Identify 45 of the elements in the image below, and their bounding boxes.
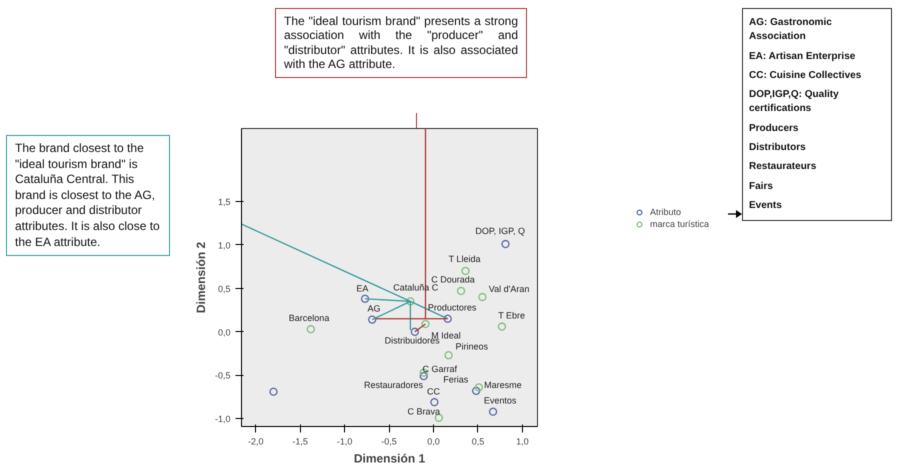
annotation: C Brava (407, 406, 440, 417)
legend-label: marca turística (650, 218, 710, 230)
annotation: Eventos (484, 395, 517, 406)
annotation: AG (367, 303, 380, 314)
annotation: Ferias (443, 374, 469, 385)
x-tick-label: 1,0 (516, 436, 529, 446)
y-tick-label: -1,0 (214, 414, 231, 424)
text: AG: Gastronomic Association (749, 16, 833, 44)
x-tick-label: -1,0 (336, 436, 352, 446)
x-tick-label: 0,5 (472, 436, 484, 446)
annotation: EA (356, 283, 368, 294)
annotation: Val d'Aran (488, 284, 530, 294)
annotation: C Dourada (431, 274, 475, 285)
y-tick-label: 0,0 (218, 327, 231, 338)
annotation: Productores (428, 302, 477, 312)
x-tick-label: -1,5 (292, 436, 308, 446)
x-tick-label: -0,5 (381, 436, 397, 446)
annotation: T Ebre (498, 310, 526, 320)
annotation: Maresme (484, 380, 522, 390)
annotation: C Garraf (422, 364, 458, 374)
text: CC: Cuisine Collectives (749, 68, 862, 83)
text: DOP,IGP,Q: Quality certifications (749, 88, 840, 116)
text: The "ideal tourism brand" presents a strong association with the "producer" and "distributor" attributes. It is also associated with the AG attribute. (275, 8, 527, 78)
annotation: Barcelona (288, 312, 330, 323)
text: The brand closest to the "ideal tourism brand" is Cataluña Central. This brand is closest to the AG, producer and distributor attributes. It is also close to the EA attribute. (6, 135, 170, 256)
text: EA: Artisan Enterprise (749, 50, 856, 64)
text: Restaurateurs (749, 160, 818, 174)
annotation: T Lleida (448, 254, 480, 264)
y-tick-label: -0,5 (214, 370, 231, 381)
y-tick-label: 1,5 (218, 196, 231, 207)
annotation: CC (427, 386, 440, 397)
y-axis-title: Dimensión 2 (194, 242, 208, 314)
y-tick-label: 0,5 (218, 284, 231, 294)
y-tick-label: 1,0 (218, 240, 231, 250)
x-tick-label: -2,0 (248, 436, 264, 446)
text: Fairs (749, 180, 774, 194)
x-axis-title: Dimensión 1 (354, 452, 426, 466)
annotation: Pirineos (455, 342, 488, 352)
legend-label: Atributo (650, 206, 682, 218)
annotation: Restauradores (364, 380, 424, 390)
x-tick-label: 0,0 (427, 436, 440, 446)
text: Producers (749, 122, 800, 136)
annotation: DOP, IGP, Q (475, 226, 526, 236)
text: Distributors (749, 140, 807, 155)
text: Events (749, 198, 783, 213)
